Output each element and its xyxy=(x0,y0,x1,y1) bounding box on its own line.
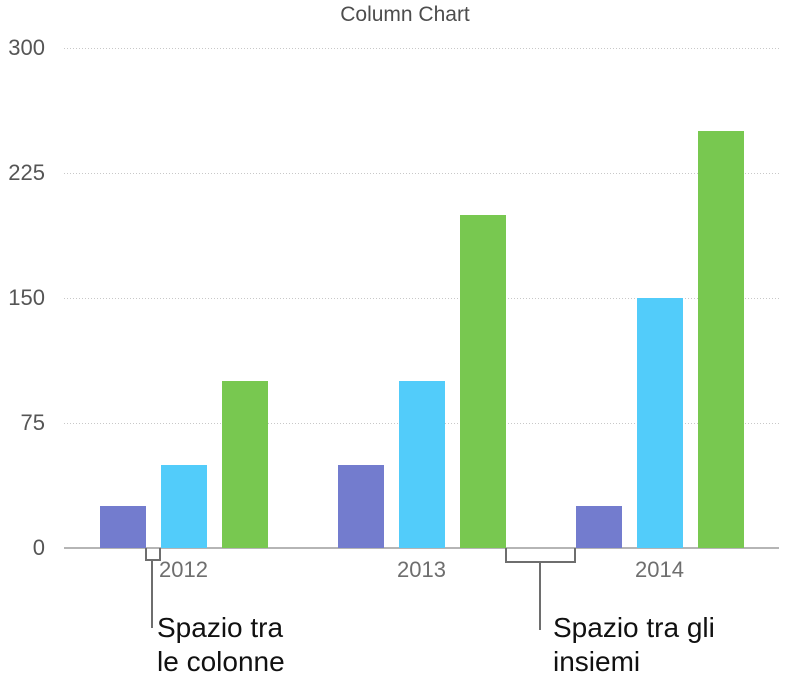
bar-2014-series-1 xyxy=(575,506,622,548)
bar-2014-series-2 xyxy=(636,298,683,548)
chart-title: Column Chart xyxy=(340,3,470,26)
column-gap-callout-line xyxy=(151,559,153,628)
annotation-text-line: le colonne xyxy=(157,646,285,677)
set-gap-annotation: Spazio tra gli insiemi xyxy=(553,611,715,679)
annotation-text-line: Spazio tra xyxy=(157,612,284,643)
bar-2014-series-3 xyxy=(697,131,744,548)
x-axis-label-2013: 2013 xyxy=(397,557,446,582)
gridline-225 xyxy=(64,173,779,174)
bar-2012-series-3 xyxy=(221,381,268,548)
annotation-text-line: Spazio tra gli xyxy=(553,612,715,643)
set-gap-callout-line xyxy=(539,561,541,630)
column-gap-bracket xyxy=(145,548,161,561)
column-gap-annotation: Spazio tra le colonne xyxy=(157,611,285,679)
y-axis-label: 225 xyxy=(8,160,45,185)
bar-2013-series-3 xyxy=(459,214,506,548)
bar-2013-series-1 xyxy=(337,464,384,548)
bar-2013-series-2 xyxy=(398,381,445,548)
y-axis-label: 300 xyxy=(8,35,45,60)
bar-2012-series-1 xyxy=(99,506,146,548)
gridline-150 xyxy=(64,298,779,299)
bar-2012-series-2 xyxy=(160,464,207,548)
gridline-300 xyxy=(64,48,779,49)
annotation-text-line: insiemi xyxy=(553,646,641,677)
x-axis-label-2012: 2012 xyxy=(159,557,208,582)
x-axis-line xyxy=(64,547,779,549)
y-axis-label: 150 xyxy=(8,285,45,310)
y-axis-label: 75 xyxy=(20,410,45,435)
x-axis-label-2014: 2014 xyxy=(635,557,684,582)
y-axis-label: 0 xyxy=(32,535,45,560)
